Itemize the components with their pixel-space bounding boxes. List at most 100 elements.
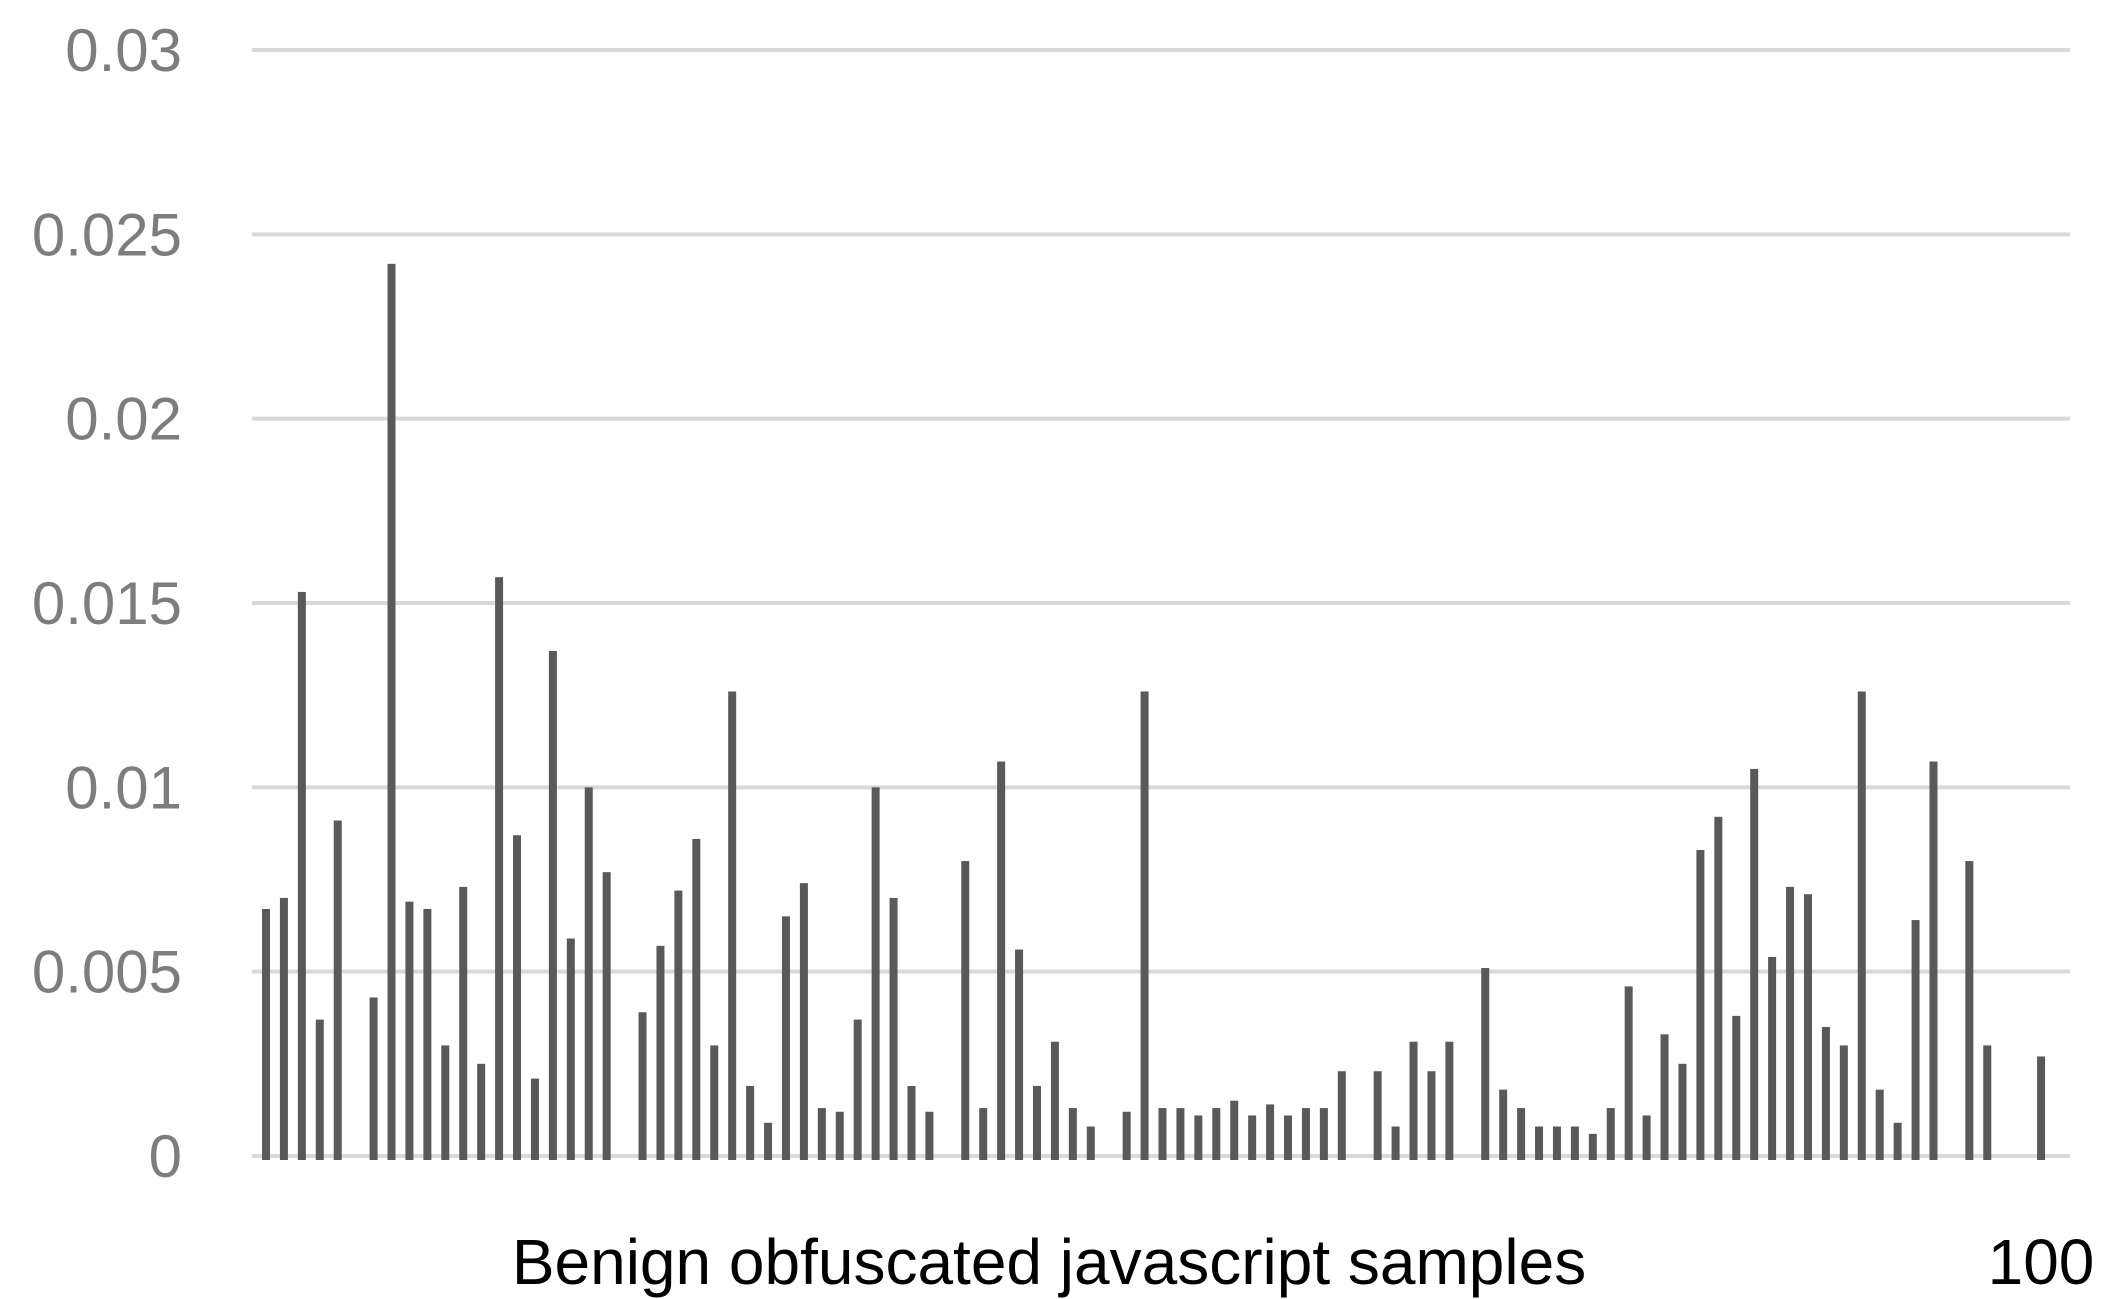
bar-sample-34 (853, 1019, 862, 1160)
bar-sample-72 (1535, 1126, 1544, 1160)
bar-sample-10 (423, 908, 432, 1160)
bar-sample-16 (530, 1078, 539, 1160)
bar-sample-78 (1642, 1115, 1651, 1160)
bar-sample-84 (1750, 768, 1759, 1160)
bar-sample-26 (710, 1045, 719, 1160)
bar-sample-53 (1194, 1115, 1203, 1160)
bar-sample-47 (1086, 1126, 1095, 1160)
x-axis-max-label: 100 (1988, 1226, 2095, 1298)
bar-sample-36 (889, 897, 898, 1160)
bar-sample-29 (764, 1122, 773, 1160)
bar-sample-5 (333, 820, 342, 1160)
bar-sample-14 (495, 577, 504, 1160)
bar-sample-49 (1122, 1111, 1131, 1160)
bar-sample-57 (1266, 1104, 1275, 1160)
y-tick-label: 0 (149, 1123, 182, 1190)
bar-sample-76 (1606, 1108, 1615, 1160)
bar-sample-44 (1032, 1085, 1041, 1160)
bar-sample-46 (1068, 1108, 1077, 1160)
bar-sample-27 (728, 691, 737, 1160)
bar-sample-22 (638, 1012, 647, 1160)
bar-sample-90 (1857, 691, 1866, 1160)
bar-sample-82 (1714, 816, 1723, 1160)
bar-sample-94 (1929, 761, 1938, 1160)
bar-sample-45 (1050, 1041, 1059, 1160)
y-tick-label: 0.01 (65, 754, 182, 821)
bar-sample-81 (1696, 850, 1705, 1160)
bar-sample-67 (1445, 1041, 1454, 1160)
bar-sample-43 (1015, 949, 1024, 1160)
bar-sample-58 (1284, 1115, 1293, 1160)
bar-sample-79 (1660, 1034, 1669, 1160)
bar-sample-33 (835, 1111, 844, 1160)
bar-sample-80 (1678, 1063, 1687, 1160)
bar-sample-69 (1481, 967, 1490, 1160)
bar-sample-9 (405, 901, 414, 1160)
bar-sample-18 (566, 938, 575, 1160)
bar-sample-52 (1176, 1108, 1185, 1160)
bar-sample-61 (1337, 1071, 1346, 1160)
bar-sample-70 (1499, 1089, 1508, 1160)
y-tick-label: 0.005 (32, 939, 182, 1006)
bar-sample-75 (1588, 1133, 1597, 1160)
bars-group (262, 263, 2046, 1161)
bar-sample-55 (1230, 1100, 1239, 1160)
bar-sample-4 (315, 1019, 324, 1160)
bar-sample-40 (961, 861, 970, 1160)
bar-sample-17 (548, 650, 557, 1160)
bar-sample-56 (1248, 1115, 1257, 1160)
bar-sample-77 (1624, 986, 1633, 1160)
bar-sample-20 (602, 872, 611, 1160)
bar-sample-35 (871, 787, 880, 1160)
bar-sample-30 (781, 916, 790, 1160)
bar-sample-54 (1212, 1108, 1221, 1160)
bar-sample-59 (1301, 1108, 1310, 1160)
bar-sample-19 (584, 787, 593, 1160)
bar-sample-51 (1158, 1108, 1167, 1160)
bar-sample-24 (674, 890, 683, 1160)
y-tick-label: 0.015 (32, 570, 182, 637)
gridlines (252, 48, 2070, 1158)
bar-sample-7 (369, 997, 378, 1160)
bar-sample-86 (1786, 886, 1795, 1160)
bar-sample-23 (656, 945, 665, 1160)
bar-sample-13 (477, 1063, 486, 1160)
bar-sample-74 (1570, 1126, 1579, 1160)
bar-sample-100 (2037, 1056, 2046, 1160)
bar-sample-63 (1373, 1071, 1382, 1160)
bar-sample-12 (459, 886, 468, 1160)
bar-sample-87 (1803, 894, 1812, 1160)
bar-sample-97 (1983, 1045, 1992, 1160)
bar-sample-60 (1319, 1108, 1328, 1160)
bar-sample-85 (1768, 956, 1777, 1160)
y-tick-label: 0.025 (32, 201, 182, 268)
bar-sample-37 (907, 1085, 916, 1160)
bar-sample-31 (799, 883, 808, 1160)
bar-sample-65 (1409, 1041, 1418, 1160)
bar-sample-64 (1391, 1126, 1400, 1160)
y-tick-label: 0.02 (65, 386, 182, 453)
bar-sample-66 (1427, 1071, 1436, 1160)
y-axis-tick-labels: 0 0.005 0.01 0.015 0.02 0.025 0.03 (32, 17, 182, 1190)
bar-sample-73 (1552, 1126, 1561, 1160)
bar-sample-28 (746, 1085, 755, 1160)
bar-sample-25 (692, 838, 701, 1160)
bar-sample-11 (441, 1045, 450, 1160)
bar-sample-8 (387, 263, 396, 1161)
bar-sample-71 (1517, 1108, 1526, 1160)
bar-sample-88 (1821, 1026, 1830, 1160)
bar-sample-1 (262, 908, 270, 1160)
bar-sample-91 (1875, 1089, 1884, 1160)
bar-sample-42 (997, 761, 1006, 1160)
bar-sample-15 (513, 835, 522, 1160)
bar-sample-38 (925, 1111, 934, 1160)
bar-sample-32 (817, 1108, 826, 1160)
x-axis-title: Benign obfuscated javascript samples (512, 1226, 1586, 1298)
bar-sample-41 (979, 1108, 988, 1160)
bar-sample-50 (1140, 691, 1149, 1160)
bar-sample-2 (279, 897, 288, 1160)
bar-sample-89 (1839, 1045, 1848, 1160)
bar-sample-3 (297, 591, 306, 1160)
